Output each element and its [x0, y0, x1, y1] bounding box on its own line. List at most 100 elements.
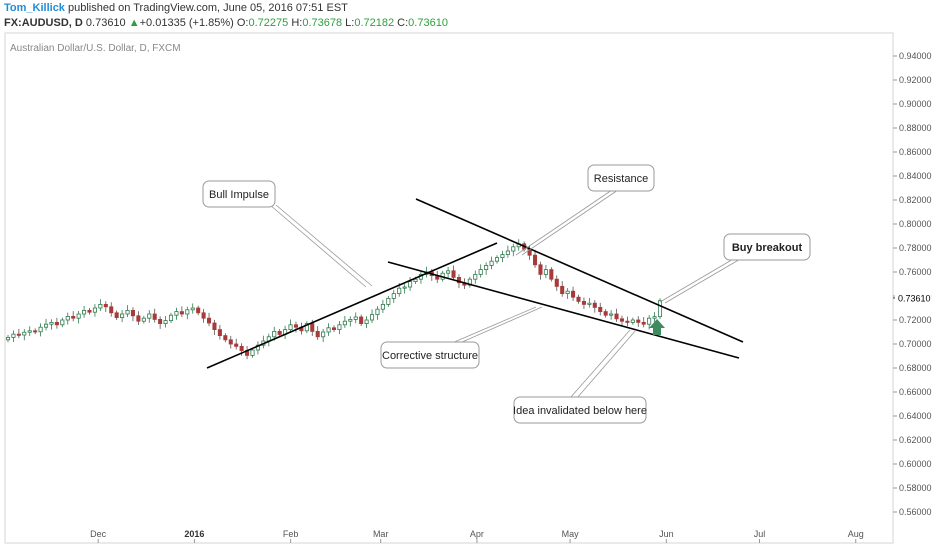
candle-body: [446, 270, 451, 274]
callout-bull-impulse[interactable]: Bull Impulse: [202, 180, 276, 208]
current-price-marker: 0.73610: [893, 292, 931, 304]
close-label: C:: [397, 17, 409, 29]
candle-body: [456, 276, 461, 284]
x-tick-label: Aug: [848, 529, 864, 539]
candle-body: [359, 316, 364, 324]
candle-body: [364, 319, 369, 324]
callout-buy-breakout[interactable]: Buy breakout: [723, 233, 811, 261]
candle-body: [5, 336, 11, 341]
candle-body: [38, 326, 43, 333]
candle-body: [652, 316, 657, 319]
author-link[interactable]: Tom_Killick: [4, 2, 65, 14]
candle-body: [451, 270, 456, 278]
resistance-trendline[interactable]: [415, 198, 744, 343]
candle-body: [386, 297, 391, 305]
x-tick-label: Feb: [283, 529, 299, 539]
candle-body: [375, 308, 380, 316]
candle-body: [560, 285, 565, 294]
low-value: 0.72182: [354, 17, 395, 29]
candle-body: [571, 290, 576, 298]
price-change: +0.01335 (+1.85%): [139, 17, 234, 29]
candle-body: [76, 313, 81, 319]
candle-body: [272, 330, 277, 338]
high-value: 0.73678: [302, 17, 343, 29]
candle-body: [636, 319, 641, 323]
candle-body: [92, 307, 97, 313]
candle-body: [630, 319, 635, 323]
candle-body: [538, 264, 543, 275]
bull-impulse-trendline[interactable]: [206, 242, 498, 369]
candle-body: [494, 257, 500, 262]
candle-body: [234, 343, 239, 347]
candle-body: [120, 313, 125, 318]
y-tick-label: 0.92000: [899, 75, 932, 85]
candle-body: [185, 309, 190, 315]
candle-body: [413, 278, 418, 283]
svg-text:Buy breakout: Buy breakout: [732, 242, 803, 254]
candle-body: [82, 309, 87, 315]
svg-text:Corrective structure: Corrective structure: [382, 350, 478, 362]
candle-body: [277, 330, 282, 335]
candle-body: [549, 269, 554, 280]
candle-body: [136, 315, 141, 322]
y-tick-label: 0.58000: [899, 483, 932, 493]
candle-body: [103, 303, 108, 308]
candle-body: [304, 323, 309, 332]
candle-body: [625, 320, 630, 323]
candle-body: [478, 269, 483, 275]
x-tick-label: Mar: [373, 529, 389, 539]
candle-body: [647, 317, 652, 325]
x-axis: Dec 2016 Feb Mar Apr May Jun Jul Aug: [90, 529, 864, 543]
chart-legend: Australian Dollar/U.S. Dollar, D, FXCM: [10, 43, 181, 54]
callout-corrective-structure[interactable]: Corrective structure: [380, 341, 480, 369]
candle-body: [65, 315, 70, 321]
candle-body: [141, 317, 146, 322]
candle-body: [310, 323, 315, 332]
candle-body: [402, 286, 407, 289]
support-trendline[interactable]: [387, 261, 740, 359]
candle-body: [239, 345, 244, 351]
callout-idea-invalidated[interactable]: Idea invalidated below here: [513, 396, 647, 424]
candle-body: [614, 313, 619, 320]
x-tick-label: Dec: [90, 529, 107, 539]
candle-body: [408, 281, 413, 288]
callout-pointers: [269, 189, 743, 399]
candle-body: [190, 307, 195, 311]
y-tick-label: 0.94000: [899, 51, 932, 61]
candle-body: [348, 318, 353, 322]
y-tick-label: 0.82000: [899, 195, 932, 205]
candle-body: [168, 314, 174, 322]
y-tick-label: 0.78000: [899, 243, 932, 253]
high-label: H:: [291, 17, 303, 29]
candle-body: [16, 333, 21, 336]
y-tick-label: 0.84000: [899, 171, 932, 181]
candle-body: [505, 250, 510, 255]
candle-body: [196, 307, 201, 314]
svg-text:0.73610: 0.73610: [898, 294, 931, 304]
candle-body: [576, 296, 581, 302]
chart-header: Tom_Killick published on TradingView.com…: [0, 0, 932, 32]
candle-body: [109, 306, 114, 314]
candle-body: [543, 269, 548, 275]
y-tick-label: 0.66000: [899, 387, 932, 397]
x-tick-label: May: [562, 529, 580, 539]
candle-body: [212, 322, 217, 330]
candle-body: [11, 333, 16, 338]
candle-body: [49, 321, 54, 325]
x-tick-label: Jun: [659, 529, 674, 539]
candle-body: [565, 290, 570, 295]
candle-body: [370, 314, 375, 321]
svg-text:Idea invalidated below here: Idea invalidated below here: [513, 405, 647, 417]
candle-body: [587, 302, 592, 305]
published-text: published on TradingView.com, June 05, 2…: [64, 2, 348, 14]
candle-body: [54, 321, 59, 326]
candle-body: [114, 312, 119, 318]
candle-body: [315, 330, 320, 338]
y-tick-label: 0.56000: [899, 507, 932, 517]
callout-resistance[interactable]: Resistance: [587, 164, 655, 192]
close-value: 0.73610: [408, 17, 448, 29]
open-value: 0.72275: [248, 17, 289, 29]
plot-area: [4, 32, 894, 544]
y-tick-label: 0.80000: [899, 219, 932, 229]
